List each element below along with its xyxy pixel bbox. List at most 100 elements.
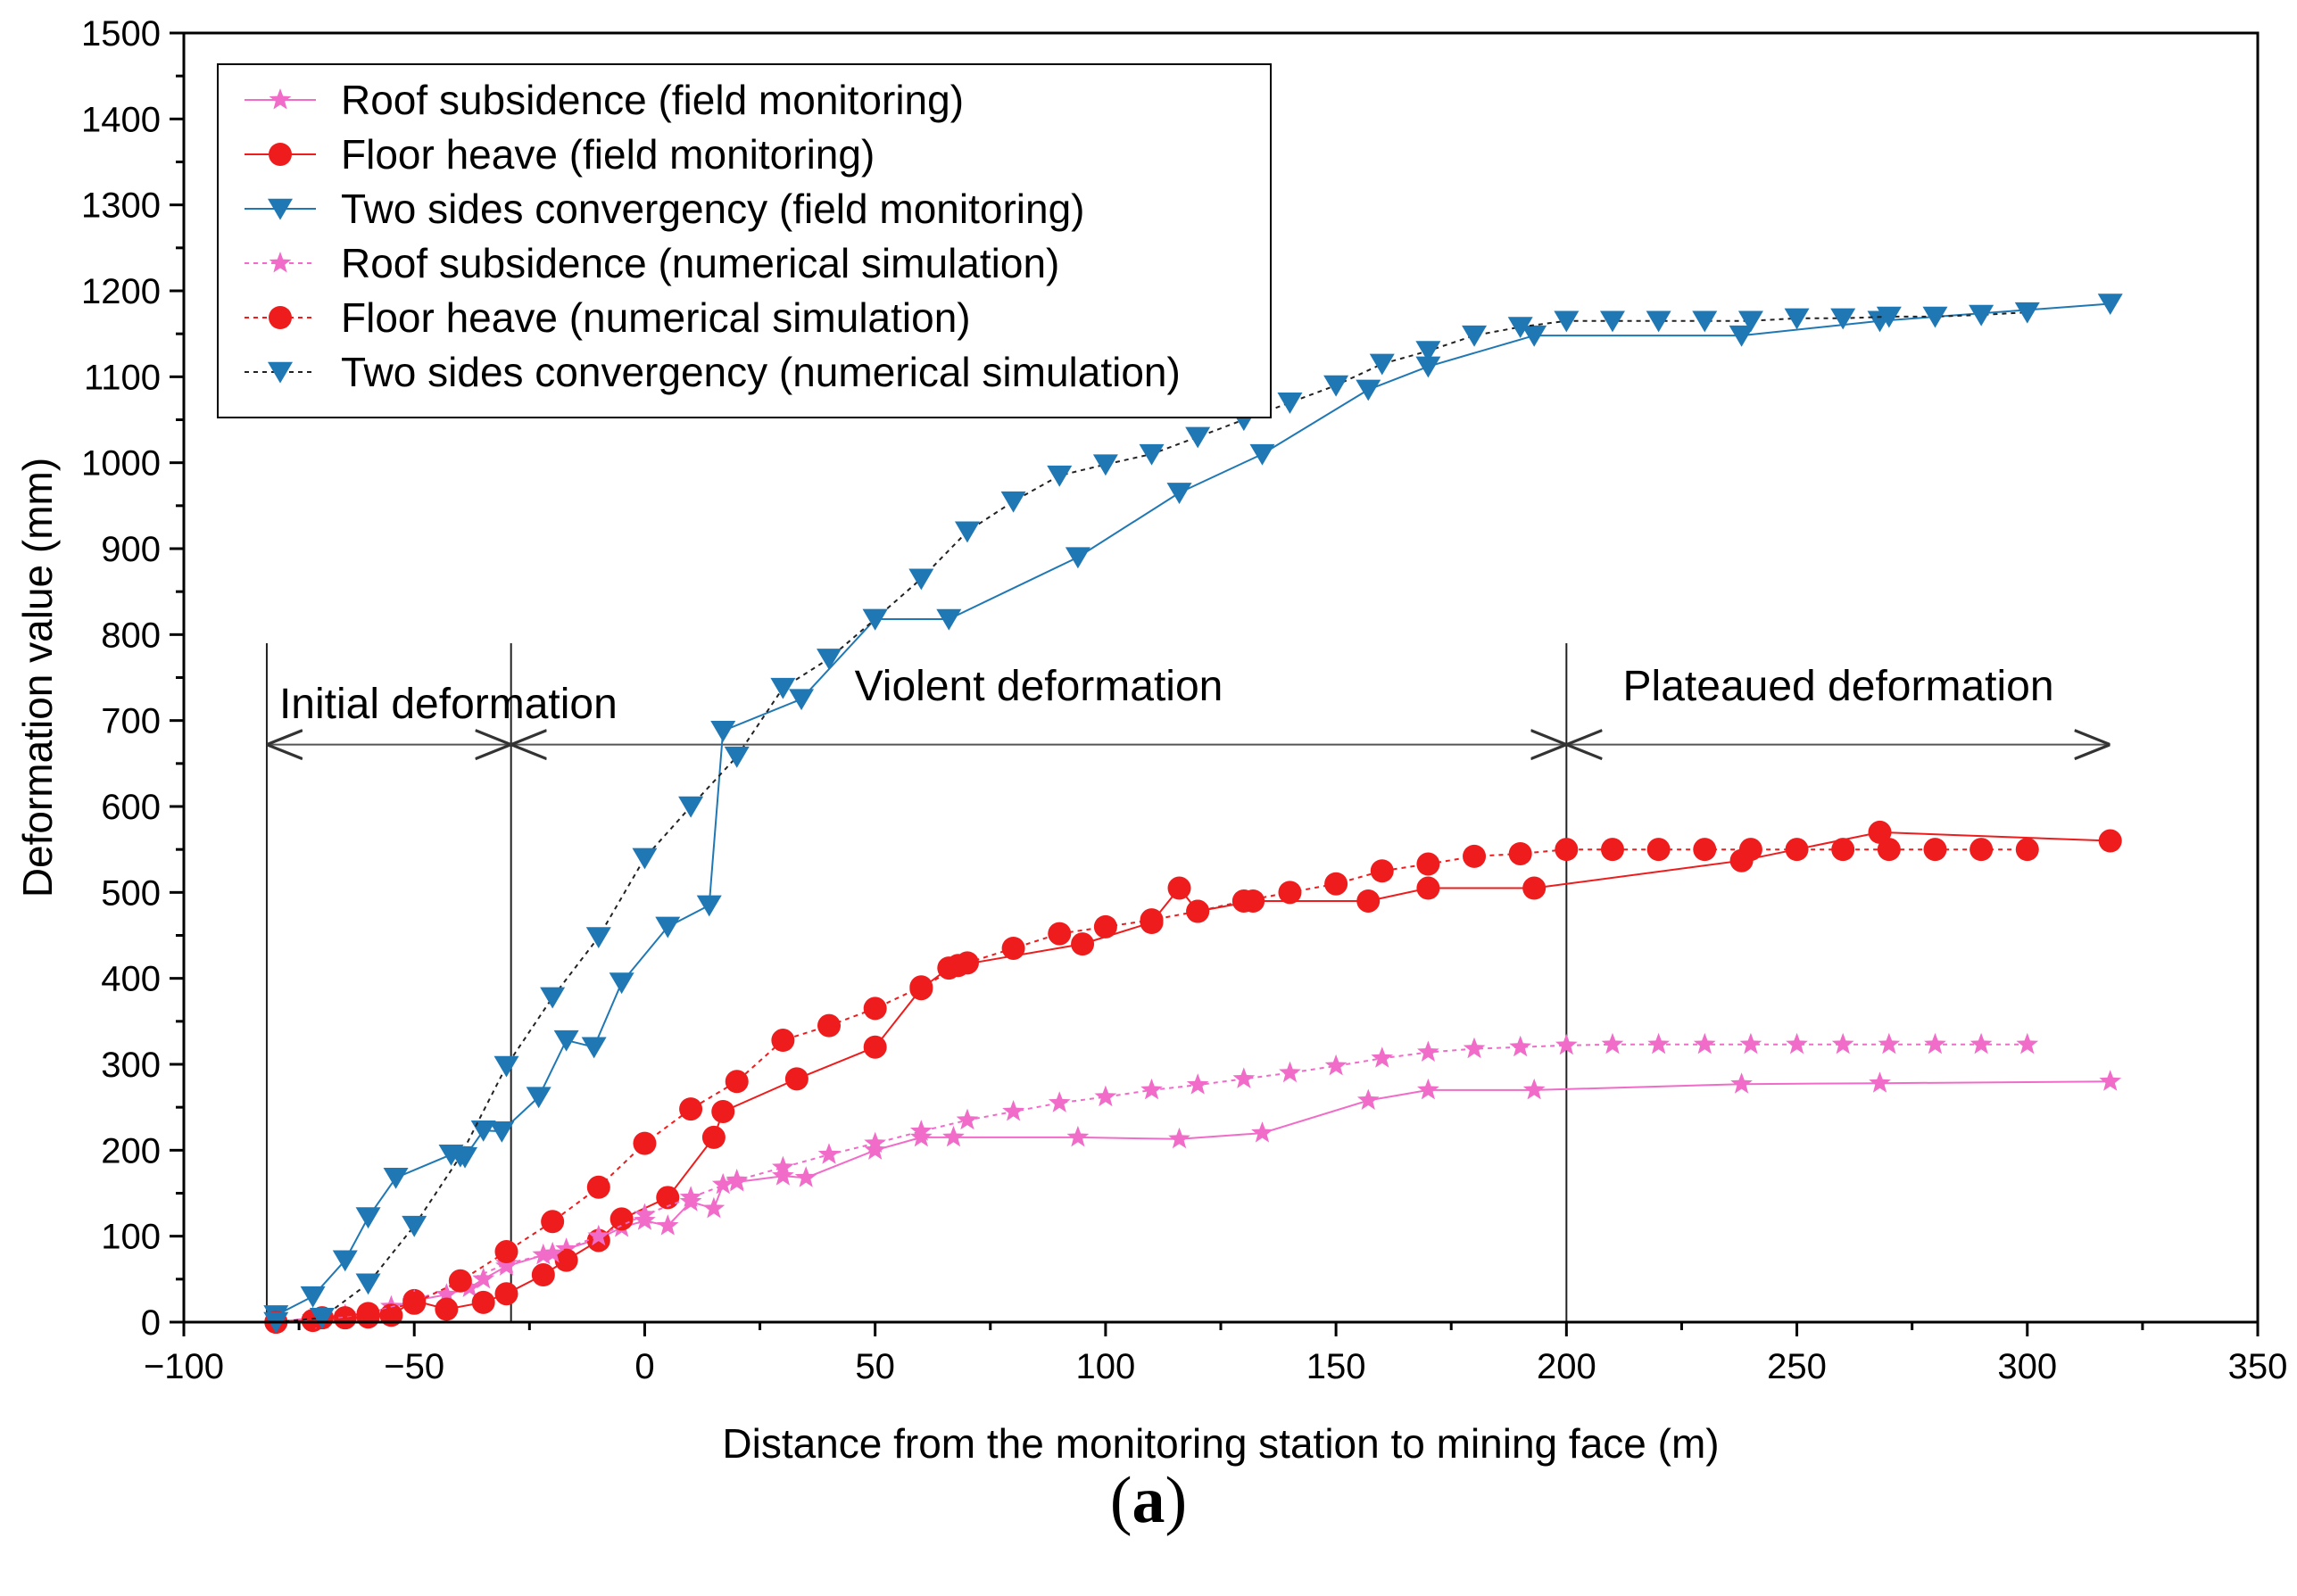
data-point [402,1291,427,1315]
data-point [817,649,842,670]
x-tick-label: 200 [1537,1347,1596,1386]
data-point [956,1108,979,1130]
data-point [587,1224,610,1246]
data-point [1969,1032,1993,1054]
data-point [1371,1046,1394,1068]
data-point [309,1307,335,1329]
data-point [1416,876,1440,900]
data-point [1554,310,1580,333]
data-point [909,975,933,999]
y-tick-label: 400 [101,960,161,999]
data-point [435,1297,459,1321]
data-point [1868,820,1892,844]
x-tick-label: 250 [1767,1347,1827,1386]
legend-entry: Two sides convergency (field monitoring) [341,186,1084,232]
data-point [1692,310,1718,333]
data-point [696,895,722,917]
data-point [2016,1032,2039,1054]
data-point [609,1207,634,1231]
legend-marker [269,88,292,110]
legend-entry: Roof subsidence (field monitoring) [341,77,964,123]
data-point [1231,889,1256,913]
data-point [1522,876,1547,900]
y-tick-label: 0 [141,1303,161,1343]
y-tick-label: 300 [101,1046,161,1085]
data-point [2098,829,2122,853]
data-point [1739,1032,1762,1054]
data-point [679,1097,703,1121]
data-point [1001,936,1025,960]
series-line [275,302,2110,1317]
series-3 [263,294,2123,1327]
y-tick-label: 1500 [81,14,161,54]
data-point [1646,838,1671,862]
data-point [355,1273,381,1295]
data-point [586,1175,610,1199]
data-point [784,1067,809,1091]
data-point [1785,838,1809,862]
data-point [656,1214,679,1236]
data-point [1417,1078,1439,1100]
data-point [634,1203,656,1225]
data-point [1356,1088,1380,1110]
data-point [1278,881,1302,905]
data-point [655,916,681,939]
data-point [936,608,962,631]
caption-letter: a [1132,1464,1165,1537]
data-point [678,796,704,818]
y-tick-label: 200 [101,1131,161,1170]
data-point [817,1013,842,1038]
data-point [1784,308,1810,330]
data-point [356,1302,380,1326]
y-tick-label: 1200 [81,272,161,311]
data-point [711,1172,734,1195]
data-point [1167,876,1191,900]
legend-entry: Two sides convergency (numerical simulat… [341,349,1181,395]
y-axis-label: Deformation value (mm) [14,458,61,897]
data-point [771,1029,795,1053]
legend-entry: Floor heave (numerical simulation) [341,294,971,341]
data-point [472,1267,495,1289]
data-point [470,1120,496,1142]
data-point [494,1282,518,1306]
data-point [770,677,796,699]
data-point [772,1155,794,1178]
data-point [332,1250,358,1272]
data-point [954,521,980,543]
data-point [1047,465,1073,487]
data-point [355,1207,381,1229]
y-tick-label: 1100 [84,358,161,397]
data-point [1251,1121,1273,1143]
data-point [1048,1091,1071,1112]
data-point [1071,932,1095,956]
data-point [1168,1127,1190,1149]
data-point [526,1087,551,1109]
series-5 [264,838,2039,1334]
data-point [908,568,934,591]
data-point [1324,1054,1348,1076]
data-point [724,746,750,768]
legend-entry: Floor heave (field monitoring) [341,131,875,178]
data-point [794,1166,817,1187]
x-tick-label: −100 [144,1347,224,1386]
x-axis-label: Distance from the monitoring station to … [722,1420,1719,1467]
data-point [1279,1061,1301,1083]
data-point [447,1145,473,1168]
data-point [726,1169,749,1190]
data-point [817,1143,841,1164]
data-point [1508,841,1532,865]
data-point [1555,1033,1578,1055]
data-point [383,1167,409,1189]
data-point [300,1286,326,1308]
data-point [1356,379,1381,401]
data-point [955,951,979,975]
data-point [541,1241,564,1263]
data-point [710,721,736,742]
data-point [711,1099,735,1123]
data-point [1601,1032,1624,1054]
data-point [555,1237,577,1259]
data-point [585,927,611,949]
x-tick-label: 350 [2228,1347,2288,1386]
data-point [471,1290,495,1314]
data-point [1647,1032,1670,1054]
